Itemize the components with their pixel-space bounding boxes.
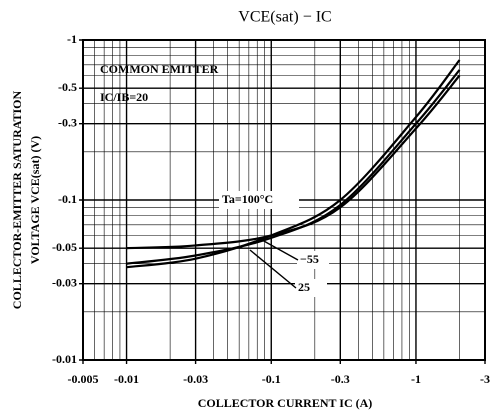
x-tick-label: -0.01 xyxy=(114,372,139,386)
y-tick-label: -0.3 xyxy=(58,115,77,129)
plot-frame xyxy=(82,39,486,361)
x-tick-label: -0.005 xyxy=(68,372,99,386)
leader-line xyxy=(261,239,299,261)
label-bg xyxy=(295,279,327,297)
series-label: 25 xyxy=(298,280,310,294)
series-label: Ta=100°C xyxy=(222,192,273,206)
y-tick-label: -0.01 xyxy=(52,352,77,366)
x-tick-label: -1 xyxy=(411,372,421,386)
x-tick-label: -0.03 xyxy=(183,372,208,386)
annotation: IC/IB=20 xyxy=(100,90,148,104)
x-axis-label: COLLECTOR CURRENT IC (A) xyxy=(198,396,373,410)
y-tick-label: -0.1 xyxy=(58,192,77,206)
x-tick-label: -0.1 xyxy=(262,372,281,386)
series-label: −55 xyxy=(300,252,319,266)
y-axis-label: VOLTAGE VCE(sat) (V) xyxy=(28,136,42,264)
y-tick-label: -0.05 xyxy=(52,240,77,254)
y-tick-label: -0.5 xyxy=(58,80,77,94)
label-bg xyxy=(297,251,329,269)
curve xyxy=(126,69,461,265)
x-tick-label: -3 xyxy=(480,372,490,386)
y-axis-label: COLLECTOR-EMITTER SATURATION xyxy=(10,90,24,309)
label-bg xyxy=(219,191,299,209)
chart-title: VCE(sat) − IC xyxy=(238,9,331,26)
annotation: COMMON EMITTER xyxy=(100,62,219,76)
y-tick-label: -1 xyxy=(67,32,77,46)
x-tick-label: -0.3 xyxy=(331,372,350,386)
curve xyxy=(126,59,461,269)
y-tick-label: -0.03 xyxy=(52,275,77,289)
leader-line xyxy=(249,249,297,289)
